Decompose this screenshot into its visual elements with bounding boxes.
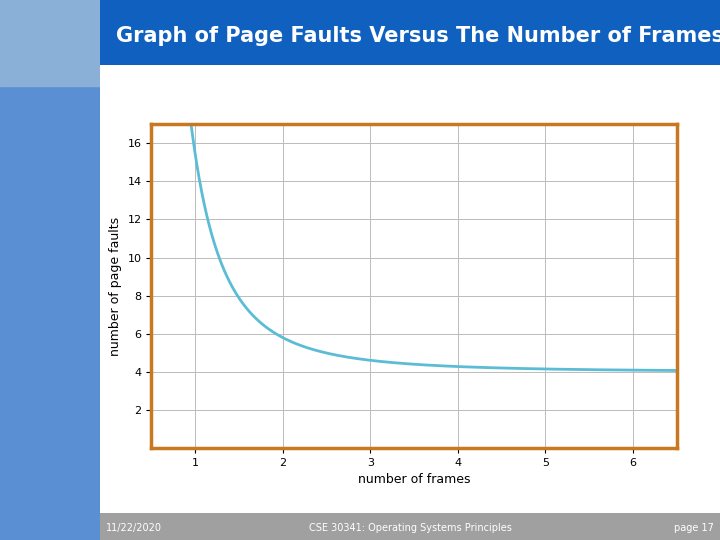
Text: CSE 30341: Operating Systems Principles: CSE 30341: Operating Systems Principles: [309, 523, 511, 533]
Text: page 17: page 17: [674, 523, 714, 533]
X-axis label: number of frames: number of frames: [358, 474, 470, 487]
Bar: [0, 0, 100, 86]
Text: Graph of Page Faults Versus The Number of Frames: Graph of Page Faults Versus The Number o…: [116, 25, 720, 46]
Y-axis label: number of page faults: number of page faults: [109, 217, 122, 356]
Text: 11/22/2020: 11/22/2020: [107, 523, 162, 533]
